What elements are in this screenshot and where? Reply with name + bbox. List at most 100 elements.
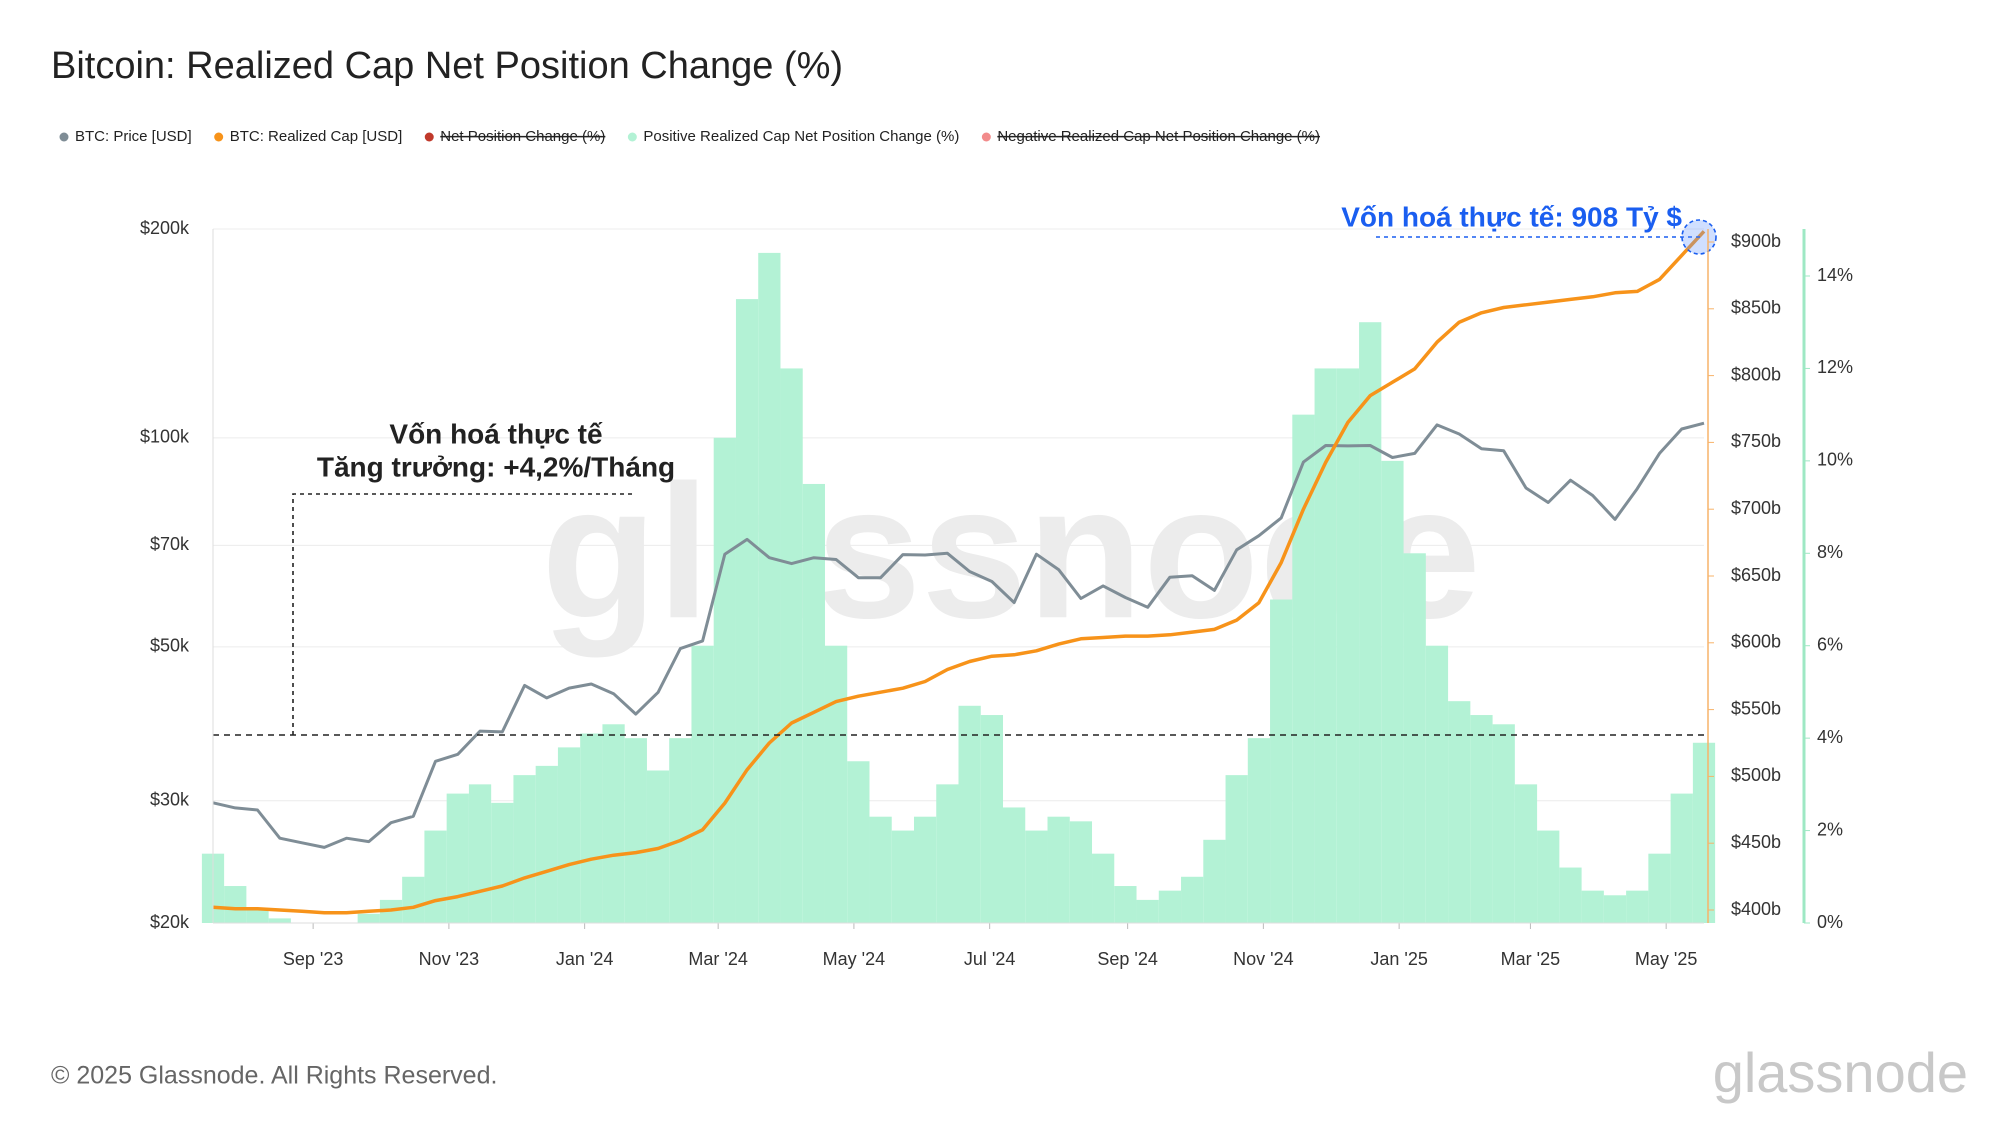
y3-tick-label: 0% <box>1817 912 1843 932</box>
annotation: Vốn hoá thực tế: 908 Tỷ $ <box>1341 201 1682 232</box>
bar <box>1648 853 1671 923</box>
y2-tick-label: $600b <box>1731 632 1781 652</box>
x-tick-label: Mar '24 <box>688 949 747 969</box>
legend-label: Negative Realized Cap Net Position Chang… <box>997 128 1320 145</box>
bar <box>557 747 581 923</box>
bar <box>1158 890 1182 923</box>
bar <box>424 830 447 923</box>
y-tick-label: $200k <box>140 218 190 238</box>
bar <box>1403 553 1426 923</box>
bar <box>1069 821 1093 923</box>
y-tick-label: $50k <box>150 636 190 656</box>
bar <box>869 816 892 923</box>
bar <box>1092 853 1115 923</box>
y2-tick-label: $450b <box>1731 832 1781 852</box>
y3-tick-label: 8% <box>1817 542 1843 562</box>
x-tick-label: Jul '24 <box>964 949 1015 969</box>
legend-marker <box>424 132 434 142</box>
y3-tick-label: 12% <box>1817 357 1853 377</box>
bar <box>1492 724 1515 923</box>
bar <box>1359 322 1382 923</box>
bar <box>913 816 937 923</box>
footer: © 2025 Glassnode. All Rights Reserved. <box>51 1062 497 1090</box>
y2-tick-label: $900b <box>1731 231 1781 251</box>
x-tick-label: Jan '25 <box>1370 949 1427 969</box>
bar <box>1314 368 1337 923</box>
bar <box>1514 784 1538 923</box>
y2-tick-label: $850b <box>1731 298 1781 318</box>
x-tick-label: Nov '24 <box>1233 949 1293 969</box>
bar <box>580 733 603 923</box>
y3-tick-label: 4% <box>1817 727 1843 747</box>
x-tick-label: Nov '23 <box>419 949 479 969</box>
annotation-bracket <box>292 493 635 735</box>
bar <box>1603 895 1627 923</box>
bar <box>1537 830 1560 923</box>
bar <box>1025 830 1048 923</box>
bar <box>1225 775 1248 923</box>
bar <box>735 299 759 923</box>
legend-label: BTC: Price [USD] <box>75 128 192 145</box>
y3-tick-label: 14% <box>1817 265 1853 285</box>
y-tick-label: $100k <box>140 427 190 447</box>
x-tick-label: Mar '25 <box>1501 949 1560 969</box>
bar <box>1003 807 1026 923</box>
chart-title: Bitcoin: Realized Cap Net Position Chang… <box>51 45 843 87</box>
bar <box>357 913 380 923</box>
bar <box>758 252 781 924</box>
bar <box>535 765 558 923</box>
y3-tick-label: 10% <box>1817 450 1853 470</box>
bar <box>691 645 714 923</box>
bar <box>624 738 647 923</box>
line <box>212 421 1705 849</box>
bar <box>246 909 269 923</box>
bar <box>1425 645 1449 923</box>
bar <box>824 645 848 923</box>
bar <box>1470 715 1493 923</box>
y2-tick-label: $650b <box>1731 565 1781 585</box>
bar <box>847 761 870 923</box>
bar <box>802 483 825 923</box>
legend-label: Positive Realized Cap Net Position Chang… <box>643 128 959 145</box>
bar <box>980 715 1004 923</box>
y-tick-label: $70k <box>150 534 190 554</box>
y2-tick-label: $750b <box>1731 431 1781 451</box>
bar <box>1114 886 1137 923</box>
bar <box>1247 738 1271 923</box>
bar <box>958 705 981 923</box>
bar <box>1559 867 1582 923</box>
legend-marker <box>59 132 69 142</box>
bar <box>1692 742 1716 923</box>
bar <box>446 793 469 923</box>
bar <box>1292 414 1315 923</box>
y2-tick-label: $400b <box>1731 899 1781 919</box>
x-tick-label: Sep '23 <box>283 949 344 969</box>
bar <box>268 918 291 923</box>
bar <box>468 784 492 923</box>
logo: glassnode <box>1713 1041 1968 1104</box>
bar <box>1336 368 1360 923</box>
y2-tick-label: $500b <box>1731 765 1781 785</box>
y2-tick-label: $700b <box>1731 498 1781 518</box>
annotation: Tăng trưởng: +4,2%/Tháng <box>317 451 675 482</box>
bar <box>891 830 914 923</box>
legend-marker <box>627 132 637 142</box>
plot-area <box>201 228 1716 924</box>
bar <box>1626 890 1649 923</box>
bar <box>1270 599 1293 923</box>
bar <box>513 775 536 923</box>
legend-marker <box>214 132 224 142</box>
y2-tick-label: $550b <box>1731 698 1781 718</box>
x-tick-label: May '24 <box>823 949 885 969</box>
bar <box>402 876 425 923</box>
bar <box>1047 816 1070 923</box>
bar <box>491 802 514 923</box>
bar <box>1381 460 1404 923</box>
y3-tick-label: 6% <box>1817 634 1843 654</box>
legend-marker <box>981 132 991 142</box>
bar <box>936 784 959 923</box>
bar <box>1670 793 1693 923</box>
y-tick-label: $20k <box>150 912 190 932</box>
bar <box>1136 899 1159 923</box>
